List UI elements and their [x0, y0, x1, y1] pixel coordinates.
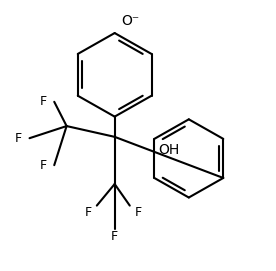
Text: F: F — [40, 159, 47, 172]
Text: OH: OH — [158, 143, 180, 157]
Text: F: F — [111, 230, 118, 243]
Text: F: F — [85, 206, 92, 219]
Text: F: F — [134, 206, 142, 219]
Text: F: F — [15, 132, 22, 145]
Text: F: F — [40, 95, 47, 108]
Text: O⁻: O⁻ — [121, 14, 140, 28]
